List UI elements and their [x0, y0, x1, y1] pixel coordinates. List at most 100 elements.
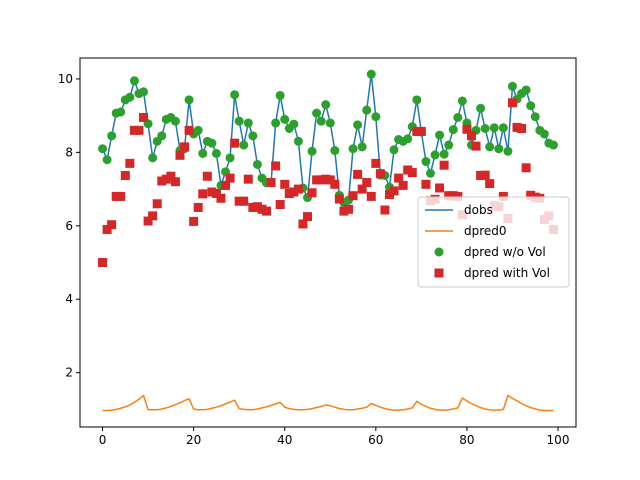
data-point-dpred-with-vol	[248, 202, 258, 212]
x-axis-ticks: 0 20 40 60 80 100	[99, 427, 570, 447]
data-point-dpred-w-o-vol	[116, 107, 126, 117]
data-point-dpred-w-o-vol	[526, 101, 536, 111]
data-point-dpred-with-vol	[298, 219, 308, 229]
data-point-dpred-with-vol	[184, 125, 194, 135]
data-point-dpred-with-vol	[252, 202, 262, 212]
data-point-dpred-with-vol	[480, 170, 490, 180]
data-point-dpred-with-vol	[362, 177, 372, 187]
data-point-dpred-with-vol	[102, 224, 112, 234]
data-point-dpred-with-vol	[384, 190, 394, 200]
axes-frame	[79, 57, 577, 428]
data-point-dpred-with-vol	[289, 187, 299, 197]
data-point-dpred-with-vol	[421, 179, 431, 189]
series-points-dpred-with-vol	[98, 98, 558, 268]
data-point-dpred-with-vol	[221, 180, 231, 190]
data-point-dpred-with-vol	[148, 211, 158, 221]
data-point-dpred-with-vol	[439, 160, 449, 170]
data-point-dpred-w-o-vol	[211, 148, 221, 158]
y-axis-ticks: 2 4 6 8 10	[58, 72, 80, 380]
data-point-dpred-with-vol	[152, 199, 162, 209]
data-point-dpred-w-o-vol	[207, 138, 217, 148]
data-point-dpred-w-o-vol	[403, 134, 413, 144]
data-point-dpred-with-vol	[125, 158, 135, 168]
data-point-dpred-with-vol	[517, 123, 527, 133]
data-point-dpred-w-o-vol	[184, 95, 194, 105]
data-point-dpred-w-o-vol	[125, 92, 135, 102]
data-point-dpred-w-o-vol	[325, 118, 335, 128]
y-tick-label: 2	[65, 366, 73, 380]
data-point-dpred-with-vol	[120, 170, 130, 180]
legend-label-wo-vol: dpred w/o Vol	[464, 245, 546, 259]
data-point-dpred-w-o-vol	[293, 136, 303, 146]
data-point-dpred-with-vol	[257, 204, 267, 214]
data-point-dpred-w-o-vol	[480, 123, 490, 133]
data-point-dpred-w-o-vol	[239, 140, 249, 150]
data-point-dpred-with-vol	[507, 98, 517, 108]
data-point-dpred-w-o-vol	[198, 148, 208, 158]
data-point-dpred-with-vol	[334, 194, 344, 204]
data-point-dpred-with-vol	[412, 126, 422, 136]
data-point-dpred-w-o-vol	[503, 146, 513, 156]
data-point-dpred-with-vol	[170, 177, 180, 187]
y-tick-label: 10	[58, 72, 73, 86]
data-point-dpred-with-vol	[398, 180, 408, 190]
data-point-dpred-w-o-vol	[430, 150, 440, 160]
data-point-dpred-w-o-vol	[280, 114, 290, 124]
data-point-dpred-with-vol	[416, 126, 426, 136]
data-point-dpred-with-vol	[225, 173, 235, 183]
data-point-dpred-with-vol	[375, 169, 385, 179]
legend-swatch-wo-vol	[434, 247, 444, 257]
data-point-dpred-with-vol	[293, 184, 303, 194]
data-point-dpred-with-vol	[394, 173, 404, 183]
data-point-dpred-with-vol	[330, 179, 340, 189]
data-point-dpred-with-vol	[280, 179, 290, 189]
data-point-dpred-w-o-vol	[353, 120, 363, 130]
x-tick-label: 100	[547, 433, 570, 447]
data-point-dpred-w-o-vol	[289, 119, 299, 129]
data-point-dpred-with-vol	[230, 138, 240, 148]
data-point-dpred-with-vol	[380, 205, 390, 215]
data-point-dpred-w-o-vol	[498, 123, 508, 133]
data-point-dpred-with-vol	[462, 124, 472, 134]
data-point-dpred-w-o-vol	[307, 146, 317, 156]
data-point-dpred-w-o-vol	[457, 96, 467, 106]
data-point-dpred-with-vol	[234, 196, 244, 206]
data-point-dpred-w-o-vol	[476, 103, 486, 113]
data-point-dpred-w-o-vol	[371, 112, 381, 122]
data-point-dpred-with-vol	[161, 174, 171, 184]
data-point-dpred-with-vol	[271, 161, 281, 171]
data-point-dpred-w-o-vol	[435, 130, 445, 140]
data-point-dpred-w-o-vol	[230, 90, 240, 100]
data-point-dpred-with-vol	[216, 193, 226, 203]
legend-label-with-vol: dpred with Vol	[464, 266, 550, 280]
series-line-dpred0	[102, 394, 554, 412]
data-point-dpred-with-vol	[193, 202, 203, 212]
data-point-dpred-with-vol	[239, 196, 249, 206]
data-point-dpred-w-o-vol	[107, 131, 117, 141]
data-point-dpred-w-o-vol	[548, 140, 558, 150]
data-point-dpred-w-o-vol	[444, 140, 454, 150]
data-point-dpred-with-vol	[157, 176, 167, 186]
data-point-dpred-with-vol	[471, 141, 481, 151]
x-tick-label: 0	[99, 433, 107, 447]
data-point-dpred-with-vol	[111, 191, 121, 201]
x-tick-label: 40	[277, 433, 292, 447]
data-point-dpred-with-vol	[307, 188, 317, 198]
data-point-dpred-w-o-vol	[252, 159, 262, 169]
data-point-dpred-w-o-vol	[139, 87, 149, 97]
data-point-dpred-with-vol	[143, 216, 153, 226]
data-point-dpred-with-vol	[521, 163, 531, 173]
legend-box	[417, 196, 570, 288]
data-point-dpred-w-o-vol	[362, 105, 372, 115]
y-tick-label: 8	[65, 145, 73, 159]
data-point-dpred-w-o-vol	[425, 168, 435, 178]
x-tick-label: 20	[186, 433, 201, 447]
data-point-dpred-w-o-vol	[248, 131, 258, 141]
data-point-dpred-w-o-vol	[98, 144, 108, 154]
data-point-dpred-with-vol	[403, 165, 413, 175]
data-point-dpred-w-o-vol	[389, 145, 399, 155]
data-point-dpred-w-o-vol	[234, 116, 244, 126]
data-point-dpred-with-vol	[485, 179, 495, 189]
data-point-dpred-with-vol	[526, 190, 536, 200]
